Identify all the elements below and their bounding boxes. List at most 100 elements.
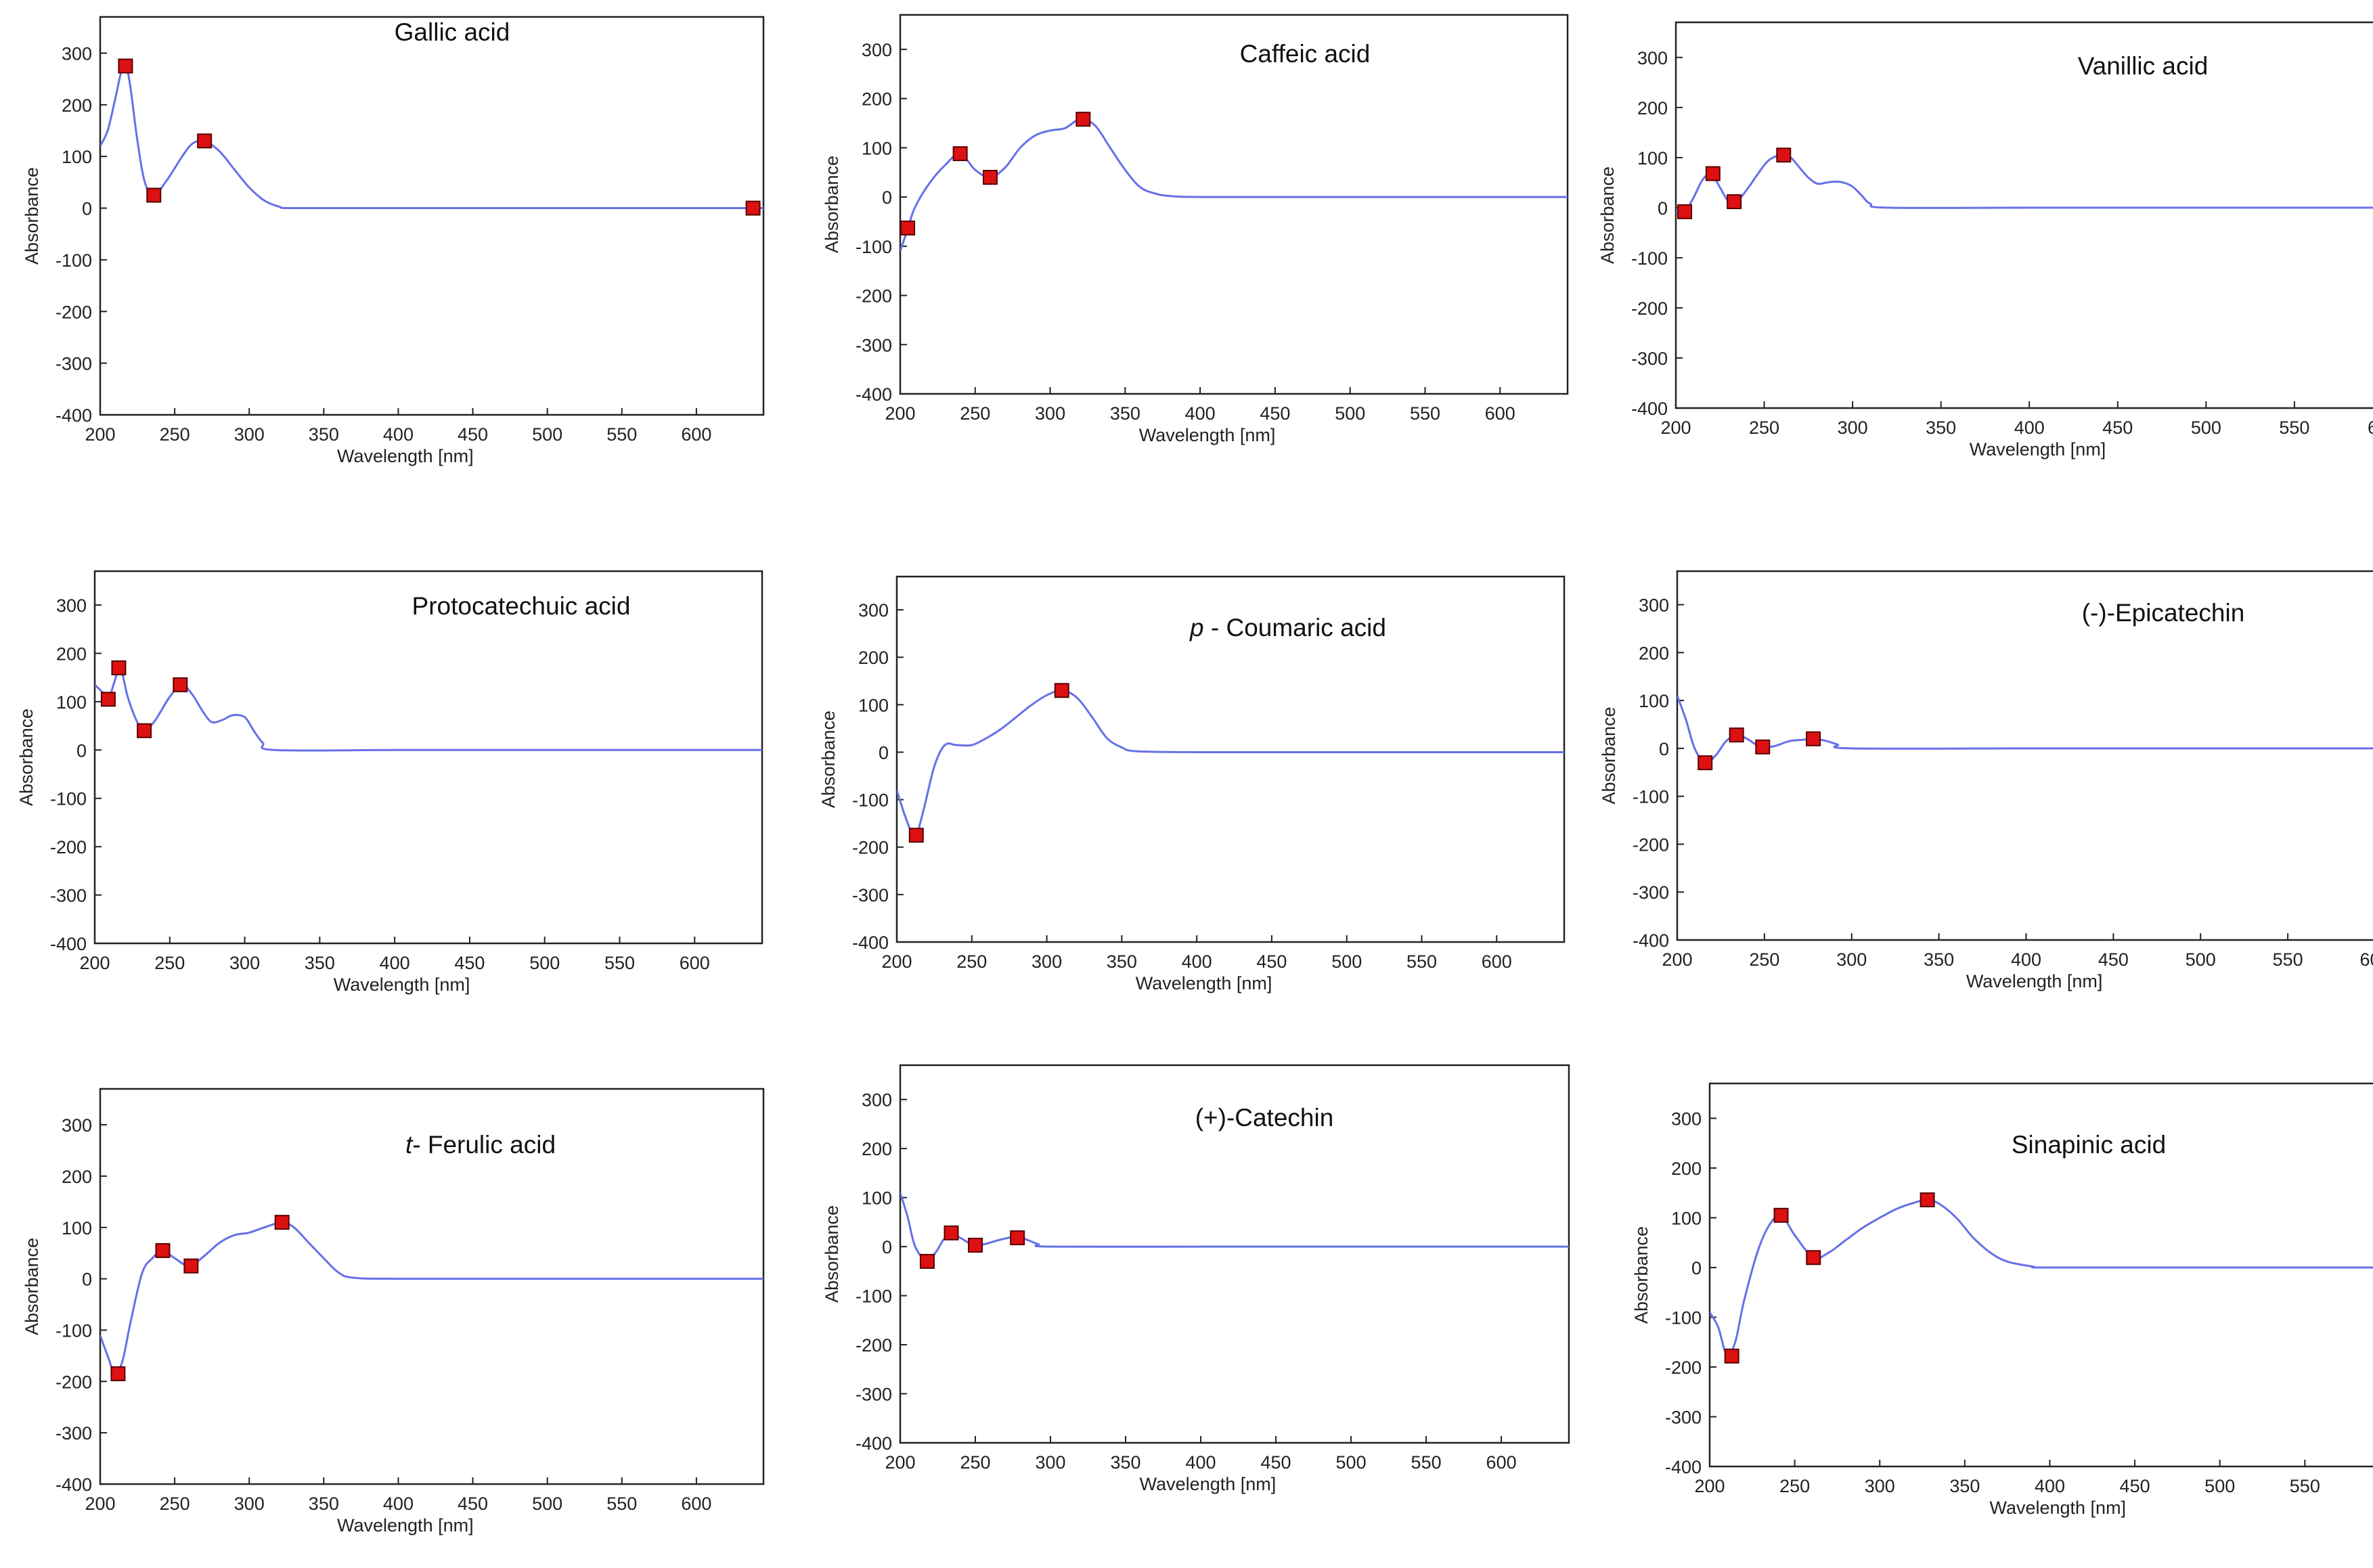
y-axis-label: Absorbance <box>22 167 42 265</box>
y-tick-label: 300 <box>862 40 892 60</box>
y-tick-label: 200 <box>56 644 87 664</box>
peak-marker <box>111 660 127 675</box>
x-tick-label: 350 <box>1924 949 1954 970</box>
y-tick-label: 100 <box>1639 691 1669 711</box>
peak-marker <box>173 677 188 692</box>
spectrum-line <box>900 118 1568 252</box>
spectrum-line <box>897 689 1564 838</box>
x-tick-label: 300 <box>1032 951 1062 972</box>
x-tick-label: 400 <box>380 953 410 973</box>
x-tick-label: 300 <box>234 1494 265 1514</box>
spectrum-line <box>1710 1199 2373 1356</box>
peak-marker <box>952 146 968 162</box>
chart-title: (+)-Catechin <box>1195 1104 1334 1132</box>
y-tick-label: -200 <box>1631 298 1668 319</box>
x-tick-label: 200 <box>79 953 110 973</box>
x-tick-label: 500 <box>1335 403 1365 424</box>
x-tick-label: 200 <box>1694 1476 1725 1496</box>
spectrum-chart: -400 -300 -200 -100 0 100 200 300 200 250 300 350 40… <box>818 575 1566 993</box>
x-axis-label: Wavelength [nm] <box>337 1515 474 1536</box>
x-tick-label: 250 <box>160 1494 190 1514</box>
peak-marker <box>1806 731 1821 746</box>
y-tick-label: -300 <box>856 1385 892 1405</box>
y-tick-label: -100 <box>1665 1307 1702 1328</box>
x-tick-label: 300 <box>1035 403 1065 424</box>
x-tick-label: 600 <box>1485 403 1515 424</box>
x-tick-label: 200 <box>85 424 115 445</box>
x-tick-label: 200 <box>881 951 912 972</box>
y-tick-label: 300 <box>62 1115 92 1136</box>
x-tick-label: 550 <box>606 424 637 445</box>
chart-title: p - Coumaric acid <box>1189 614 1386 642</box>
plot-frame <box>93 570 763 945</box>
x-tick-label: 350 <box>1107 951 1137 972</box>
plot-frame <box>99 1088 765 1485</box>
peak-marker <box>1920 1192 1935 1208</box>
x-tick-label: 550 <box>2279 418 2309 438</box>
peak-marker <box>1705 166 1721 181</box>
peak-marker <box>110 1366 126 1381</box>
plot-frame <box>99 16 765 416</box>
y-tick-label: 100 <box>56 692 87 713</box>
y-tick-label: 0 <box>882 187 892 208</box>
y-tick-label: -400 <box>856 1433 892 1454</box>
plot-frame <box>899 14 1569 395</box>
peak-marker <box>274 1215 290 1230</box>
peak-marker <box>908 828 924 843</box>
x-tick-label: 250 <box>154 953 185 973</box>
plot-frame <box>1708 1082 2373 1468</box>
y-tick-label: -200 <box>56 302 92 322</box>
y-tick-label: 200 <box>862 89 892 110</box>
x-tick-label: 400 <box>1185 403 1216 424</box>
x-tick-label: 400 <box>2035 1476 2065 1496</box>
y-tick-label: 0 <box>82 199 92 219</box>
chart-panel: -400 -300 -200 -100 0 100 200 300 200 250 300 350 40… <box>0 522 791 1045</box>
x-tick-label: 500 <box>2186 949 2216 970</box>
x-tick-label: 500 <box>532 424 562 445</box>
peak-marker <box>745 200 761 216</box>
y-tick-label: -200 <box>1633 834 1669 855</box>
x-tick-label: 500 <box>532 1494 562 1514</box>
chart-panel: -400 -300 -200 -100 0 100 200 300 200 250 300 350 40… <box>791 1045 1581 1567</box>
x-tick-label: 600 <box>681 1494 711 1514</box>
y-tick-label: 100 <box>858 695 889 715</box>
y-tick-label: 200 <box>1671 1159 1702 1179</box>
x-tick-label: 600 <box>1482 951 1512 972</box>
x-tick-label: 300 <box>1035 1452 1065 1473</box>
x-tick-label: 250 <box>1779 1476 1810 1496</box>
peak-marker <box>1698 755 1713 771</box>
x-axis-label: Wavelength [nm] <box>1136 973 1272 993</box>
chart-panel: -400 -300 -200 -100 0 100 200 300 200 250 300 350 40… <box>791 522 1581 1045</box>
x-tick-label: 500 <box>1336 1452 1367 1473</box>
spectrum-line <box>1677 695 2373 764</box>
chart-title: Sinapinic acid <box>2012 1131 2166 1159</box>
x-tick-label: 350 <box>309 1494 339 1514</box>
x-tick-label: 450 <box>458 424 488 445</box>
y-tick-label: -100 <box>1633 787 1669 807</box>
peak-marker <box>1010 1230 1025 1246</box>
y-tick-label: 300 <box>1671 1108 1702 1129</box>
y-tick-label: -400 <box>56 1475 92 1495</box>
x-tick-label: 350 <box>1949 1476 1980 1496</box>
peak-marker <box>1075 112 1091 127</box>
x-axis-label: Wavelength [nm] <box>1140 1474 1277 1494</box>
y-tick-label: 300 <box>862 1090 892 1111</box>
x-tick-label: 300 <box>234 424 265 445</box>
x-tick-label: 350 <box>309 424 339 445</box>
x-tick-label: 250 <box>960 1452 990 1473</box>
y-tick-label: 300 <box>858 600 889 621</box>
x-tick-label: 250 <box>1749 949 1779 970</box>
peak-marker <box>1806 1250 1821 1265</box>
y-tick-label: -300 <box>56 354 92 374</box>
peak-marker <box>919 1253 935 1269</box>
peak-marker <box>1054 683 1069 698</box>
y-tick-label: 0 <box>1658 198 1668 219</box>
x-tick-label: 450 <box>2098 949 2129 970</box>
x-tick-label: 200 <box>885 403 915 424</box>
y-tick-label: -100 <box>856 1286 892 1307</box>
x-tick-label: 250 <box>1749 418 1779 438</box>
x-tick-label: 450 <box>458 1494 488 1514</box>
chart-title: t- Ferulic acid <box>405 1131 556 1159</box>
y-tick-label: 0 <box>1691 1258 1702 1278</box>
